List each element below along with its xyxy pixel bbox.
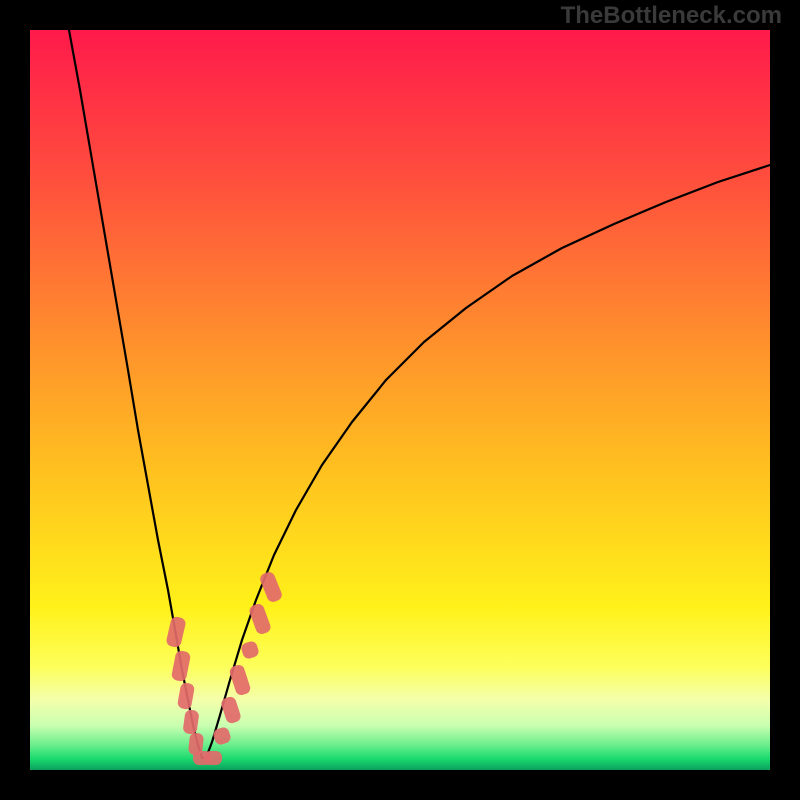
- bottleneck-chart: [30, 30, 770, 770]
- curve-marker: [204, 751, 222, 765]
- watermark-text: TheBottleneck.com: [561, 2, 782, 30]
- gradient-background: [30, 30, 770, 770]
